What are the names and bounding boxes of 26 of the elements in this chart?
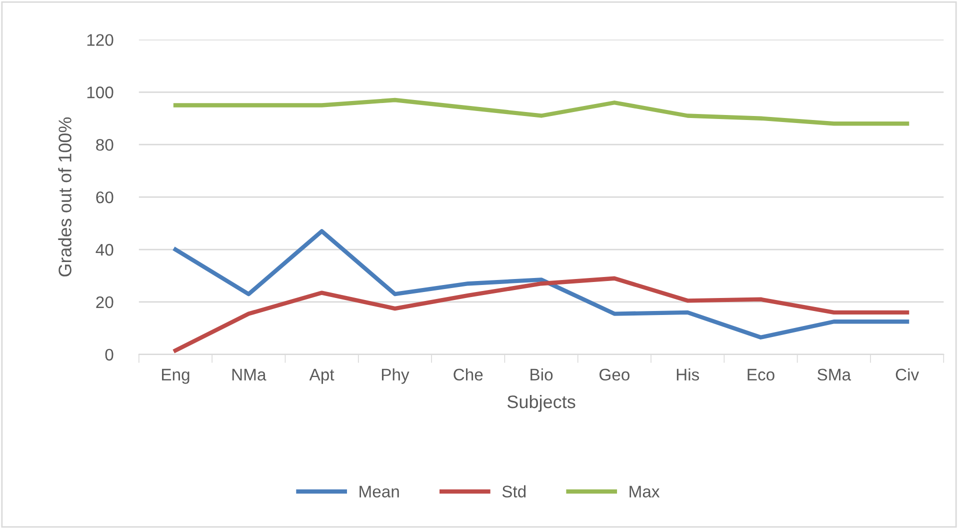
x-tick-label: Eco	[748, 368, 774, 381]
x-tick-label: Che	[454, 368, 483, 381]
legend-label: Max	[630, 486, 660, 498]
y-tick-label: 60	[96, 191, 114, 204]
y-tick-label: 40	[96, 244, 114, 256]
y-axis-title: Grades out of 100%	[58, 117, 72, 276]
x-tick-label: NMa	[232, 368, 266, 381]
x-tick-label: Civ	[896, 368, 920, 381]
x-tick-label: Phy	[382, 368, 410, 384]
x-tick-label: Eng	[162, 368, 190, 384]
x-tick-label: SMa	[818, 368, 852, 381]
legend-label: Std	[502, 485, 526, 498]
line-series	[173, 98, 910, 126]
x-tick-label: Apt	[309, 368, 334, 384]
y-tick-label: 80	[96, 138, 114, 151]
x-tick-label: Bio	[530, 368, 553, 381]
y-tick-label: 120	[87, 34, 114, 46]
x-tick-label: Geo	[600, 368, 630, 381]
x-tick-label: His	[676, 368, 700, 381]
line-series	[173, 276, 910, 353]
y-tick-label: 100	[87, 86, 114, 98]
y-tick-label: 20	[96, 296, 114, 308]
line-series	[173, 229, 910, 340]
legend-label: Mean	[360, 486, 399, 498]
x-axis-title: Subjects	[507, 394, 576, 412]
y-tick-label: 0	[105, 348, 114, 361]
